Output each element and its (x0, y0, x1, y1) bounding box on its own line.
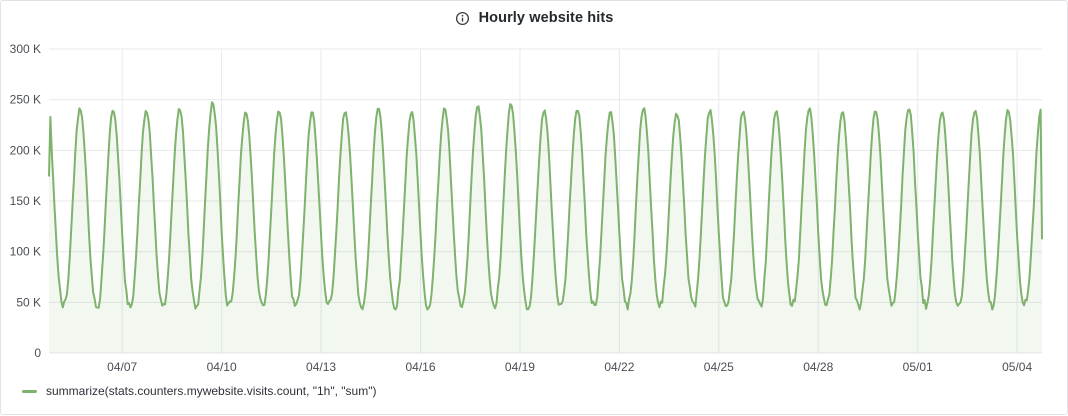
series-line (48, 101, 1043, 311)
legend: summarize(stats.counters.mywebsite.visit… (22, 384, 376, 398)
x-axis-tick-label: 04/10 (207, 360, 237, 374)
panel-header[interactable]: Hourly website hits (1, 1, 1067, 35)
x-axis-tick-label: 04/13 (306, 360, 336, 374)
panel-title[interactable]: Hourly website hits (478, 10, 614, 26)
y-axis-tick-label: 50 K (16, 295, 41, 309)
x-axis-tick-label: 04/16 (405, 360, 435, 374)
y-axis-tick-label: 150 K (10, 194, 41, 208)
x-axis-tick-label: 04/07 (107, 360, 137, 374)
x-axis-tick-label: 04/25 (704, 360, 734, 374)
legend-series-marker[interactable] (22, 389, 37, 393)
y-axis-tick-label: 300 K (10, 42, 41, 56)
legend-series-label[interactable]: summarize(stats.counters.mywebsite.visit… (46, 384, 377, 398)
x-axis-tick-label: 05/04 (1002, 360, 1032, 374)
y-axis-tick-label: 100 K (10, 245, 41, 259)
x-axis-tick-label: 05/01 (903, 360, 933, 374)
x-axis-tick-label: 04/28 (803, 360, 833, 374)
x-axis-tick-label: 04/19 (505, 360, 535, 374)
y-axis-tick-label: 0 (34, 346, 41, 360)
x-axis-tick-label: 04/22 (604, 360, 634, 374)
y-axis-tick-label: 200 K (10, 143, 41, 157)
info-icon[interactable] (455, 11, 470, 26)
series-area-fill (49, 102, 1042, 354)
y-axis-tick-label: 250 K (10, 93, 41, 107)
